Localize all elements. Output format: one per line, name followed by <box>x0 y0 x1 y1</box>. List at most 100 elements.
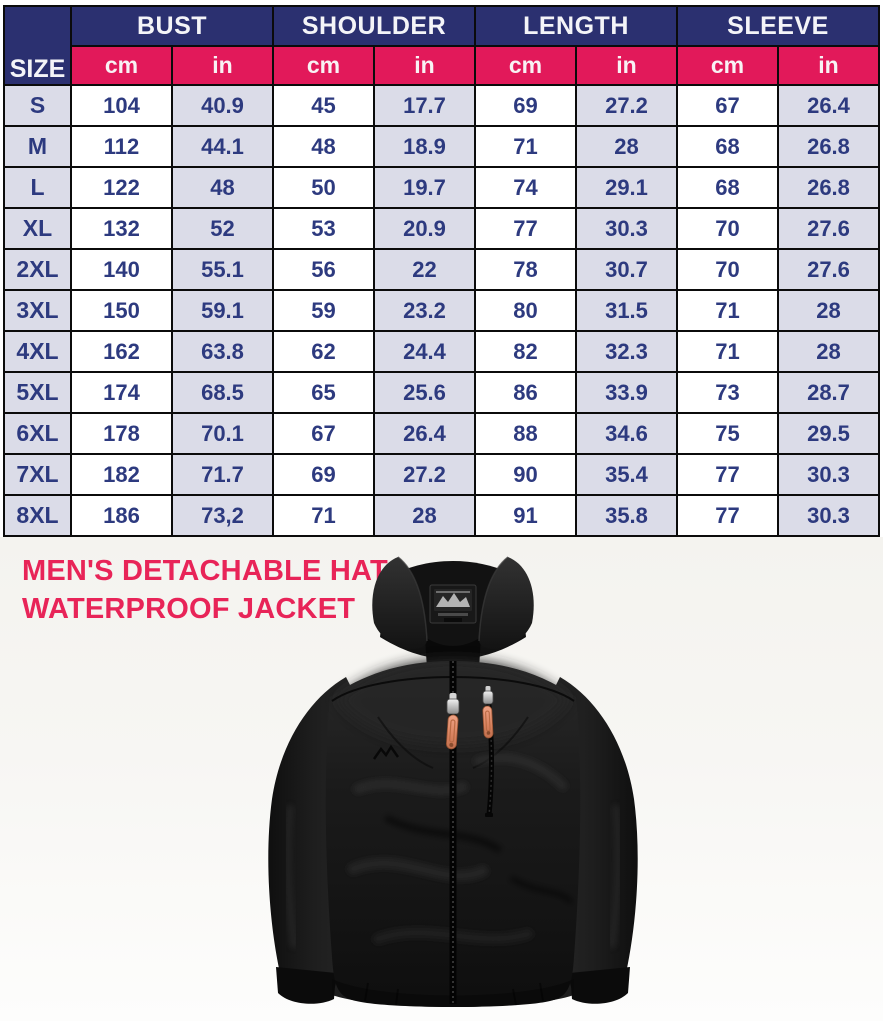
size-row-8xl: 8XL 186 73,2 71 28 91 35.8 77 30.3 <box>3 494 880 537</box>
measurement-cell: 32.3 <box>575 330 678 373</box>
measurement-cell: 186 <box>70 494 173 537</box>
measurement-cell: 22 <box>373 248 476 291</box>
measurement-cell: 71 <box>272 494 375 537</box>
chest-logo-embroidery <box>372 744 400 760</box>
measurement-cell: 33.9 <box>575 371 678 414</box>
measurement-cell: 28 <box>777 289 880 332</box>
measurement-cell: 28.7 <box>777 371 880 414</box>
size-rows: S 104 40.9 45 17.7 69 27.2 67 26.4 M 112 44.1 48 18.9… <box>3 84 880 537</box>
size-cell: S <box>3 84 72 127</box>
measurement-cell: 77 <box>474 207 577 250</box>
measurement-cell: 18.9 <box>373 125 476 168</box>
measurement-cell: 48 <box>272 125 375 168</box>
measurement-cell: 67 <box>272 412 375 455</box>
measurement-cell: 73 <box>676 371 779 414</box>
measurement-cell: 71 <box>474 125 577 168</box>
group-header-bust: BUST <box>70 5 274 47</box>
unit-header-row: cm in cm in cm in cm in <box>4 45 880 86</box>
size-cell: XL <box>3 207 72 250</box>
measurement-cell: 45 <box>272 84 375 127</box>
measurement-cell: 150 <box>70 289 173 332</box>
unit-header: in <box>171 45 274 86</box>
measurement-cell: 80 <box>474 289 577 332</box>
measurement-cell: 31.5 <box>575 289 678 332</box>
measurement-cell: 26.8 <box>777 166 880 209</box>
measurement-cell: 52 <box>171 207 274 250</box>
size-cell: 2XL <box>3 248 72 291</box>
measurement-cell: 112 <box>70 125 173 168</box>
measurement-cell: 178 <box>70 412 173 455</box>
measurement-cell: 26.8 <box>777 125 880 168</box>
measurement-cell: 68 <box>676 125 779 168</box>
product-title-line2: WATERPROOF JACKET <box>22 592 356 625</box>
measurement-cell: 35.8 <box>575 494 678 537</box>
unit-header: cm <box>474 45 577 86</box>
measurement-cell: 122 <box>70 166 173 209</box>
measurement-cell: 30.3 <box>777 453 880 496</box>
measurement-cell: 20.9 <box>373 207 476 250</box>
size-cell: M <box>3 125 72 168</box>
measurement-cell: 29.5 <box>777 412 880 455</box>
size-cell: L <box>3 166 72 209</box>
size-cell: 4XL <box>3 330 72 373</box>
unit-header: cm <box>676 45 779 86</box>
size-row-7xl: 7XL 182 71.7 69 27.2 90 35.4 77 30.3 <box>3 453 880 496</box>
measurement-cell: 30.3 <box>777 494 880 537</box>
measurement-cell: 30.7 <box>575 248 678 291</box>
measurement-cell: 27.2 <box>575 84 678 127</box>
measurement-cell: 50 <box>272 166 375 209</box>
measurement-cell: 71.7 <box>171 453 274 496</box>
measurement-cell: 77 <box>676 453 779 496</box>
measurement-cell: 70 <box>676 207 779 250</box>
main-zipper <box>445 661 460 1004</box>
unit-header: cm <box>70 45 173 86</box>
product-title-line1: MEN'S DETACHABLE HAT <box>22 555 388 587</box>
collar-label-patch <box>429 584 477 624</box>
measurement-cell: 65 <box>272 371 375 414</box>
measurement-cell: 67 <box>676 84 779 127</box>
size-cell: 8XL <box>3 494 72 537</box>
size-row-4xl: 4XL 162 63.8 62 24.4 82 32.3 71 28 <box>3 330 880 373</box>
measurement-cell: 55.1 <box>171 248 274 291</box>
measurement-cell: 63.8 <box>171 330 274 373</box>
measurement-cell: 104 <box>70 84 173 127</box>
measurement-cell: 78 <box>474 248 577 291</box>
measurement-cell: 70.1 <box>171 412 274 455</box>
jacket-collar <box>372 556 534 649</box>
group-header-sleeve: SLEEVE <box>676 5 880 47</box>
measurement-cell: 140 <box>70 248 173 291</box>
size-row-l: L 122 48 50 19.7 74 29.1 68 26.8 <box>3 166 880 209</box>
measurement-cell: 53 <box>272 207 375 250</box>
measurement-cell: 23.2 <box>373 289 476 332</box>
measurement-cell: 91 <box>474 494 577 537</box>
size-row-3xl: 3XL 150 59.1 59 23.2 80 31.5 71 28 <box>3 289 880 332</box>
measurement-cell: 174 <box>70 371 173 414</box>
measurement-cell: 86 <box>474 371 577 414</box>
measurement-cell: 71 <box>676 289 779 332</box>
measurement-cell: 29.1 <box>575 166 678 209</box>
size-row-5xl: 5XL 174 68.5 65 25.6 86 33.9 73 28.7 <box>3 371 880 414</box>
measurement-cell: 27.6 <box>777 248 880 291</box>
measurement-cell: 75 <box>676 412 779 455</box>
size-row-6xl: 6XL 178 70.1 67 26.4 88 34.6 75 29.5 <box>3 412 880 455</box>
measurement-cell: 24.4 <box>373 330 476 373</box>
measurement-cell: 62 <box>272 330 375 373</box>
unit-header: cm <box>272 45 375 86</box>
measurement-cell: 162 <box>70 330 173 373</box>
measurement-cell: 25.6 <box>373 371 476 414</box>
measurement-cell: 90 <box>474 453 577 496</box>
measurement-cell: 59 <box>272 289 375 332</box>
product-title: MEN'S DETACHABLE HAT WATERPROOF JACKET <box>22 553 388 628</box>
measurement-cell: 132 <box>70 207 173 250</box>
measurement-cell: 48 <box>171 166 274 209</box>
unit-header: in <box>575 45 678 86</box>
size-cell: 3XL <box>3 289 72 332</box>
measurement-cell: 71 <box>676 330 779 373</box>
measurement-cell: 74 <box>474 166 577 209</box>
size-cell: 5XL <box>3 371 72 414</box>
measurement-cell: 27.2 <box>373 453 476 496</box>
measurement-cell: 44.1 <box>171 125 274 168</box>
measurement-cell: 28 <box>373 494 476 537</box>
group-header-length: LENGTH <box>474 5 678 47</box>
measurement-cell: 70 <box>676 248 779 291</box>
